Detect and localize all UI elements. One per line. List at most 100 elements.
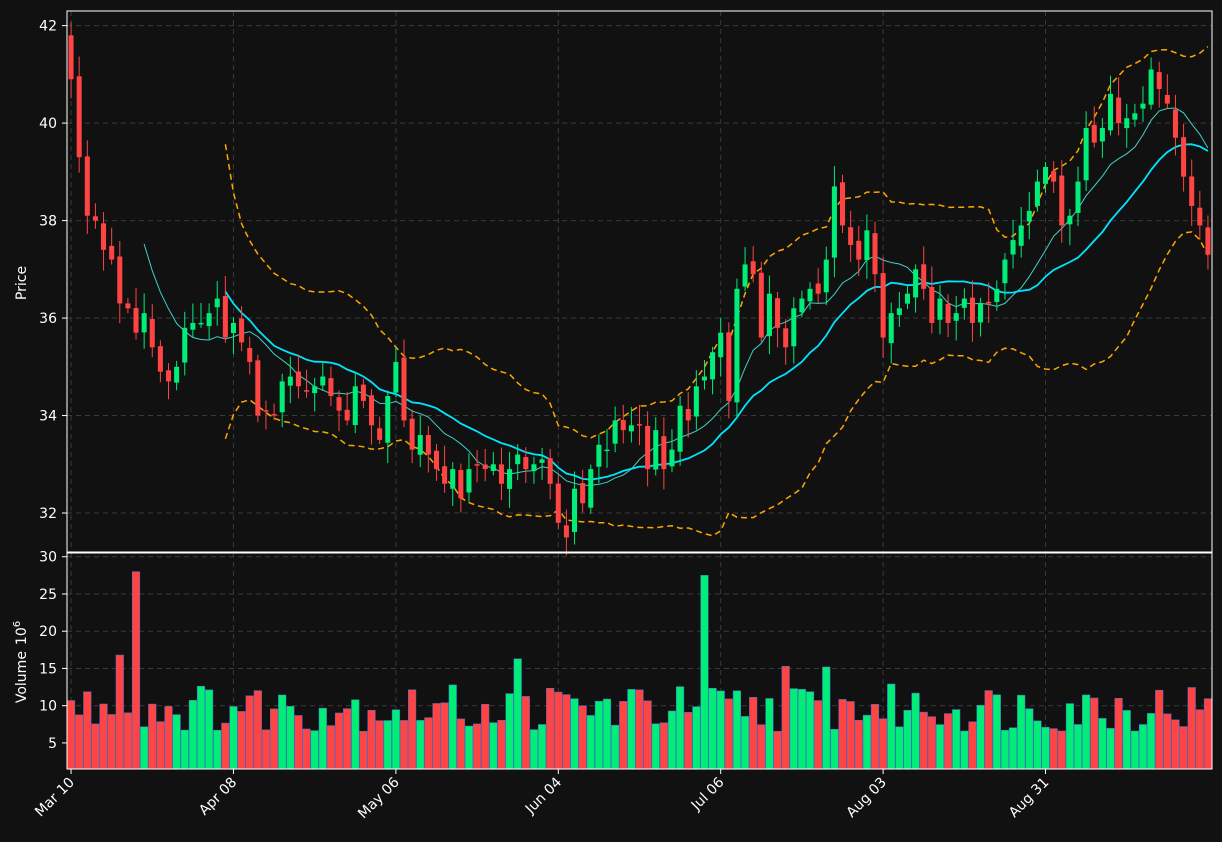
volume-bar bbox=[318, 707, 327, 770]
candle-body bbox=[490, 464, 496, 471]
candle-body bbox=[255, 360, 261, 416]
candles bbox=[68, 21, 1211, 556]
volume-bar bbox=[879, 718, 888, 770]
candle-body bbox=[718, 332, 724, 358]
volume-bar bbox=[773, 730, 782, 770]
candle-body bbox=[1205, 227, 1211, 255]
volume-bar bbox=[383, 720, 392, 770]
candle-body bbox=[580, 483, 586, 504]
volume-bar bbox=[205, 689, 214, 770]
volume-bar bbox=[1073, 724, 1083, 770]
volume-bar bbox=[1049, 728, 1058, 770]
volume-bar bbox=[1017, 694, 1026, 770]
volume-tick-label: 20 bbox=[39, 624, 57, 640]
candle-body bbox=[295, 371, 301, 387]
volume-bar bbox=[676, 686, 685, 770]
candle-body bbox=[109, 245, 115, 260]
candle-body bbox=[563, 525, 569, 538]
candle-body bbox=[547, 458, 553, 484]
candle-body bbox=[385, 396, 391, 443]
price-tick-label: 42 bbox=[39, 19, 57, 35]
volume-bar bbox=[1000, 729, 1009, 770]
volume-bar bbox=[440, 702, 449, 770]
volume-bar bbox=[196, 685, 206, 770]
candle-body bbox=[620, 420, 626, 431]
candle-body bbox=[287, 376, 293, 386]
candle-body bbox=[653, 430, 659, 470]
volume-bar bbox=[960, 730, 969, 770]
candle-body bbox=[726, 332, 732, 401]
candle-body bbox=[482, 464, 488, 470]
volume-bar bbox=[927, 716, 936, 770]
volume-axis-label-text: Volume bbox=[14, 651, 30, 703]
volume-bar bbox=[895, 726, 904, 770]
candle-body bbox=[896, 308, 902, 315]
axes bbox=[62, 10, 1213, 774]
volume-bar bbox=[481, 703, 490, 770]
candle-body bbox=[1002, 259, 1008, 284]
candle-body bbox=[84, 156, 90, 216]
volume-bar bbox=[261, 729, 271, 770]
volume-bar bbox=[789, 688, 798, 770]
volume-bar bbox=[237, 711, 246, 770]
candle-body bbox=[750, 261, 756, 275]
candle-body bbox=[1116, 97, 1122, 124]
volume-bar bbox=[188, 700, 197, 770]
volume-bar bbox=[432, 703, 441, 770]
candle-body bbox=[645, 425, 651, 470]
volume-bar bbox=[797, 689, 806, 770]
candle-body bbox=[913, 269, 919, 298]
volume-bar bbox=[984, 690, 993, 770]
candle-body bbox=[848, 227, 854, 245]
candle-body bbox=[279, 381, 285, 413]
price-tick-label: 32 bbox=[39, 506, 57, 522]
volume-axis-exponent-power: 6 bbox=[12, 621, 23, 627]
volume-bar bbox=[270, 708, 279, 770]
volume-bar bbox=[659, 722, 668, 770]
candle-body bbox=[1059, 175, 1065, 226]
volume-bar bbox=[326, 725, 335, 770]
candle-body bbox=[239, 318, 245, 343]
volume-bar bbox=[99, 703, 108, 770]
candle-body bbox=[904, 293, 910, 304]
candle-body bbox=[515, 454, 521, 465]
candle-body bbox=[401, 357, 407, 421]
candle-body bbox=[1075, 181, 1081, 213]
volume-bar bbox=[846, 701, 855, 770]
candle-body bbox=[978, 303, 984, 323]
candle-body bbox=[791, 308, 797, 347]
volume-bar bbox=[700, 575, 709, 770]
volume-bar bbox=[741, 716, 750, 770]
candle-body bbox=[799, 298, 805, 313]
volume-bar bbox=[334, 712, 344, 770]
price-tick-label: 36 bbox=[39, 311, 57, 327]
candle-body bbox=[92, 216, 98, 221]
candle-body bbox=[872, 233, 878, 275]
candle-body bbox=[628, 425, 634, 432]
price-axis-label: Price bbox=[14, 266, 30, 300]
candle-body bbox=[945, 303, 951, 323]
volume-bar bbox=[724, 698, 733, 770]
candle-body bbox=[523, 457, 529, 470]
volume-bar bbox=[473, 723, 482, 770]
volume-axis-label: Volume 106 bbox=[12, 621, 30, 703]
candle-body bbox=[880, 273, 886, 338]
volume-bar bbox=[91, 723, 100, 770]
candle-body bbox=[888, 313, 894, 344]
volume-bar bbox=[529, 729, 538, 770]
candle-body bbox=[661, 436, 667, 470]
volume-bar bbox=[521, 696, 530, 770]
candle-body bbox=[409, 418, 415, 450]
volume-bar bbox=[359, 730, 368, 770]
volume-bar bbox=[253, 690, 262, 770]
candle-body bbox=[76, 76, 82, 158]
candle-body bbox=[141, 313, 147, 333]
volume-bar bbox=[611, 724, 620, 770]
candle-body bbox=[1140, 103, 1146, 109]
volume-bar bbox=[1098, 718, 1107, 770]
volume-bar bbox=[107, 714, 116, 770]
candle-body bbox=[1164, 94, 1170, 104]
candle-body bbox=[214, 298, 220, 308]
volume-bar bbox=[708, 687, 717, 770]
